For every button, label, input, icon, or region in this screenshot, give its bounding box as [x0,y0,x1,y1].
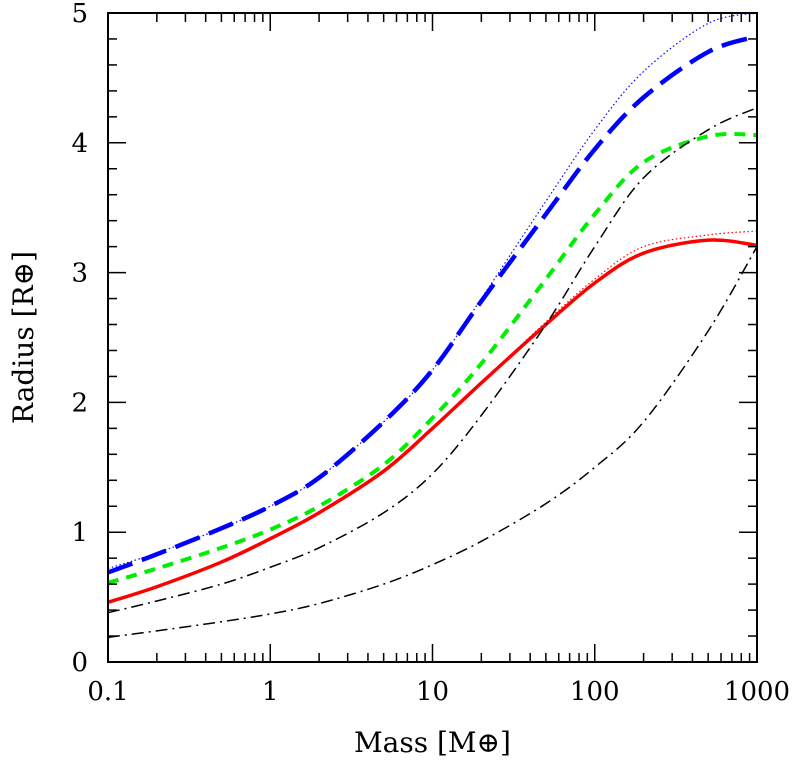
y-tick-label: 2 [71,388,88,418]
y-tick-label: 3 [71,259,88,289]
x-tick-label: 100 [570,677,620,707]
tick-label-layer: 0.1 1 10 100 1000 0 1 2 3 4 5 [71,0,790,707]
y-tick-label: 4 [71,129,88,159]
y-tick-label: 5 [71,0,88,29]
y-axis-label: Radius [R⊕] [7,251,40,424]
series-line-7-dash-dot [107,246,758,639]
plot-frame [107,12,758,663]
x-tick-label: 0.1 [87,677,128,707]
x-tick-label: 1000 [724,677,790,707]
series-layer [107,12,758,639]
x-axis-label: Mass [M⊕] [354,726,511,759]
series-line-1-dotted [107,12,758,570]
series-line-3-short-dash [107,131,758,585]
y-tick-label: 0 [71,648,88,678]
series-line-2-long-dash [107,34,758,575]
y-tick-label: 1 [71,518,88,548]
tick-layer [107,12,758,663]
series-line-6-dash-dot [107,107,758,614]
x-tick-label: 10 [416,677,449,707]
series-line-5-solid [107,238,758,604]
x-tick-label: 1 [262,677,279,707]
